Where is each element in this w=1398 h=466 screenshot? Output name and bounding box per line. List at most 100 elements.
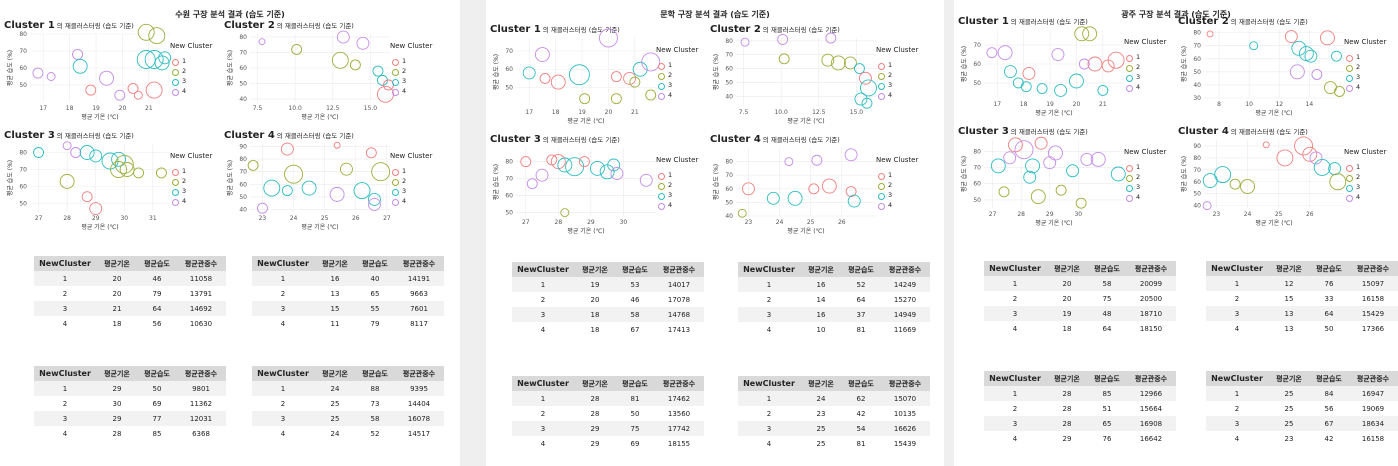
legend-label: 3 <box>1136 183 1141 191</box>
data-point-cluster-2 <box>560 208 570 218</box>
data-point-cluster-3 <box>72 58 88 74</box>
data-point-cluster-4 <box>535 168 549 182</box>
x-tick-label: 27 <box>35 215 43 222</box>
legend-label: 1 <box>888 61 893 69</box>
data-point-cluster-1 <box>145 81 163 99</box>
scatter-svg: 40 50 60 70 80 7.5 10.0 12.5 15.0 평균 기온 (℃) 평균 습도 … <box>226 30 394 121</box>
legend-marker <box>658 93 665 100</box>
cluster-summary-table: NewCluster 평균기온 평균습도 평균관중수 1 24 88 9395 2 25 73 144… <box>252 366 444 441</box>
data-point-cluster-4 <box>844 148 858 162</box>
legend-item: 4 <box>656 90 698 100</box>
legend-marker <box>172 59 179 66</box>
data-point-cluster-3 <box>1304 49 1318 63</box>
table-cell: 25 <box>314 396 356 411</box>
data-point-cluster-4 <box>825 32 837 44</box>
column-header: NewCluster <box>738 376 800 391</box>
table-cell: 13791 <box>176 286 226 301</box>
table-cell: 24 <box>314 426 356 441</box>
table-cell: 2 <box>984 401 1046 416</box>
legend-marker <box>172 69 179 76</box>
table-row: 4 18 64 18150 <box>984 321 1176 336</box>
panel-title: 광주 구장 분석 결과 (습도 기준) <box>1121 10 1231 19</box>
legend-label: 3 <box>668 81 673 89</box>
table-cell: 16 <box>314 271 356 286</box>
y-axis-label: 평균 습도 (%) <box>712 54 720 90</box>
data-point-cluster-3 <box>599 164 615 180</box>
table-header-row: NewCluster 평균기온 평균습도 평균관중수 <box>34 256 226 271</box>
table-row: 4 13 50 17366 <box>1206 321 1398 336</box>
y-axis-label: 평균 습도 (%) <box>492 54 500 90</box>
legend-item: 1 <box>1124 52 1166 62</box>
column-header: NewCluster <box>1206 371 1268 386</box>
data-point-cluster-4 <box>986 47 998 59</box>
legend-marker <box>1346 65 1353 72</box>
table-cell: 85 <box>1088 386 1126 401</box>
chart-title-main: Cluster 1 <box>490 24 541 35</box>
data-point-cluster-1 <box>280 142 294 156</box>
legend: New Cluster 1 2 3 4 <box>1124 38 1166 92</box>
data-point-cluster-4 <box>1014 140 1034 160</box>
cluster-summary-table: NewCluster 평균기온 평균습도 평균관중수 1 20 46 11058 2 20 79 13… <box>34 256 226 331</box>
data-point-cluster-4 <box>1289 64 1305 80</box>
x-axis-label: 평균 기온 (℃) <box>787 117 824 125</box>
x-tick-label: 18 <box>552 109 560 116</box>
table-cell: 1 <box>984 386 1046 401</box>
panel-title: 수원 구장 분석 결과 (습도 기준) <box>175 10 285 19</box>
table-row: 2 13 65 9663 <box>252 286 444 301</box>
legend-item: 3 <box>876 190 918 200</box>
y-tick-label: 70 <box>973 165 981 172</box>
legend-label: 1 <box>1136 53 1141 61</box>
chart-subtitle: 의 재클러스터링 (습도 기준) <box>1010 128 1088 136</box>
x-tick-label: 30 <box>1074 211 1082 218</box>
table-cell: 2 <box>1206 401 1268 416</box>
legend-label: 4 <box>1136 193 1141 201</box>
data-point-cluster-4 <box>1090 151 1106 167</box>
column-header: 평균관중수 <box>1126 261 1176 276</box>
table-cell: 20 <box>1046 276 1088 291</box>
table-cell: 6368 <box>176 426 226 441</box>
legend: New Cluster 1 2 3 4 <box>876 46 918 100</box>
x-tick-label: 12 <box>1275 101 1283 108</box>
column-header: 평균관중수 <box>176 256 226 271</box>
legend-label: 1 <box>1356 163 1361 171</box>
data-point-cluster-4 <box>329 186 345 202</box>
table-cell: 13 <box>1268 306 1310 321</box>
x-tick-label: 23 <box>745 219 753 226</box>
x-tick-label: 26 <box>838 219 846 226</box>
y-axis-label: 평균 습도 (%) <box>960 156 968 192</box>
table-cell: 25 <box>1268 401 1310 416</box>
legend-label: 2 <box>402 67 407 75</box>
table-cell: 4 <box>984 321 1046 336</box>
legend-label: 1 <box>668 171 673 179</box>
table-cell: 1 <box>1206 386 1268 401</box>
x-tick-label: 28 <box>1017 211 1025 218</box>
table-cell: 76 <box>1088 431 1126 446</box>
table-cell: 81 <box>616 391 654 406</box>
legend-title: New Cluster <box>1124 148 1167 156</box>
table-row: 4 25 81 15439 <box>738 436 930 451</box>
data-point-cluster-4 <box>99 70 115 86</box>
table-cell: 75 <box>1088 291 1126 306</box>
table-cell: 51 <box>1088 401 1126 416</box>
table-cell: 16158 <box>1348 291 1398 306</box>
data-point-cluster-2 <box>284 164 304 184</box>
y-axis-label: 평균 습도 (%) <box>1180 46 1188 82</box>
scatter-svg: 40 50 60 70 80 90 23 24 25 26 평균 기온 (℃) 평균 습도 (%) <box>1180 136 1347 227</box>
legend-title: New Cluster <box>1344 148 1387 156</box>
data-point-cluster-4 <box>258 38 266 46</box>
legend-item: 1 <box>876 60 918 70</box>
table-cell: 30 <box>96 396 138 411</box>
x-tick-label: 17 <box>39 105 47 112</box>
table-cell: 14768 <box>654 307 704 322</box>
table-cell: 75 <box>616 421 654 436</box>
chart-title-main: Cluster 1 <box>4 20 55 31</box>
x-tick-label: 17 <box>525 109 533 116</box>
legend-title: New Cluster <box>656 156 699 164</box>
table-cell: 52 <box>356 426 394 441</box>
table-cell: 10630 <box>176 316 226 331</box>
x-tick-label: 23 <box>259 215 267 222</box>
